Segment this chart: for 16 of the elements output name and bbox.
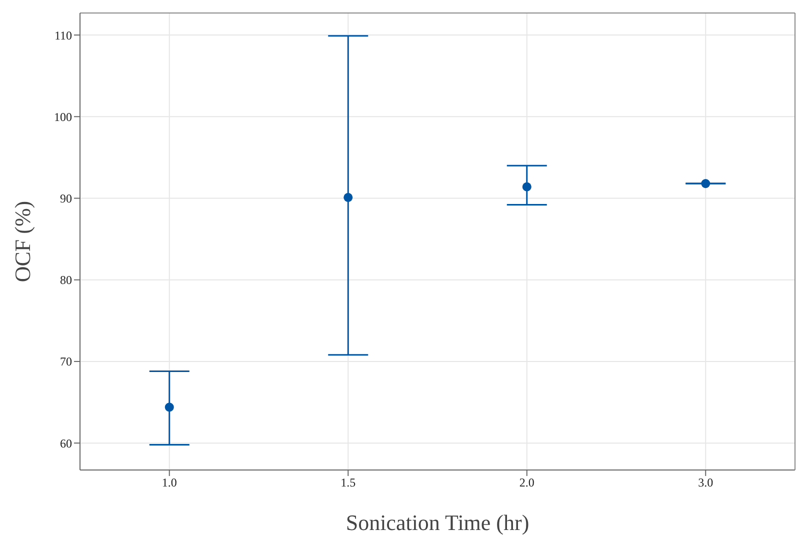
x-tick-label: 3.0 (698, 476, 714, 490)
y-tick-label: 110 (54, 28, 72, 42)
y-tick-label: 70 (60, 354, 72, 369)
y-tick-label: 100 (54, 110, 72, 124)
point (522, 182, 532, 192)
x-tick-label: 2.0 (519, 476, 534, 490)
x-axis-title: Sonication Time (hr) (346, 510, 530, 535)
x-tick-label: 1.0 (162, 476, 177, 490)
y-tick-label: 80 (60, 273, 72, 288)
x-tick-label: 1.5 (340, 476, 356, 490)
y-axis-title: OCF (%) (10, 200, 35, 282)
y-tick-label: 60 (60, 436, 72, 450)
y-tick-label: 90 (60, 192, 72, 206)
point (344, 192, 353, 202)
point (164, 402, 174, 412)
point (701, 179, 710, 188)
